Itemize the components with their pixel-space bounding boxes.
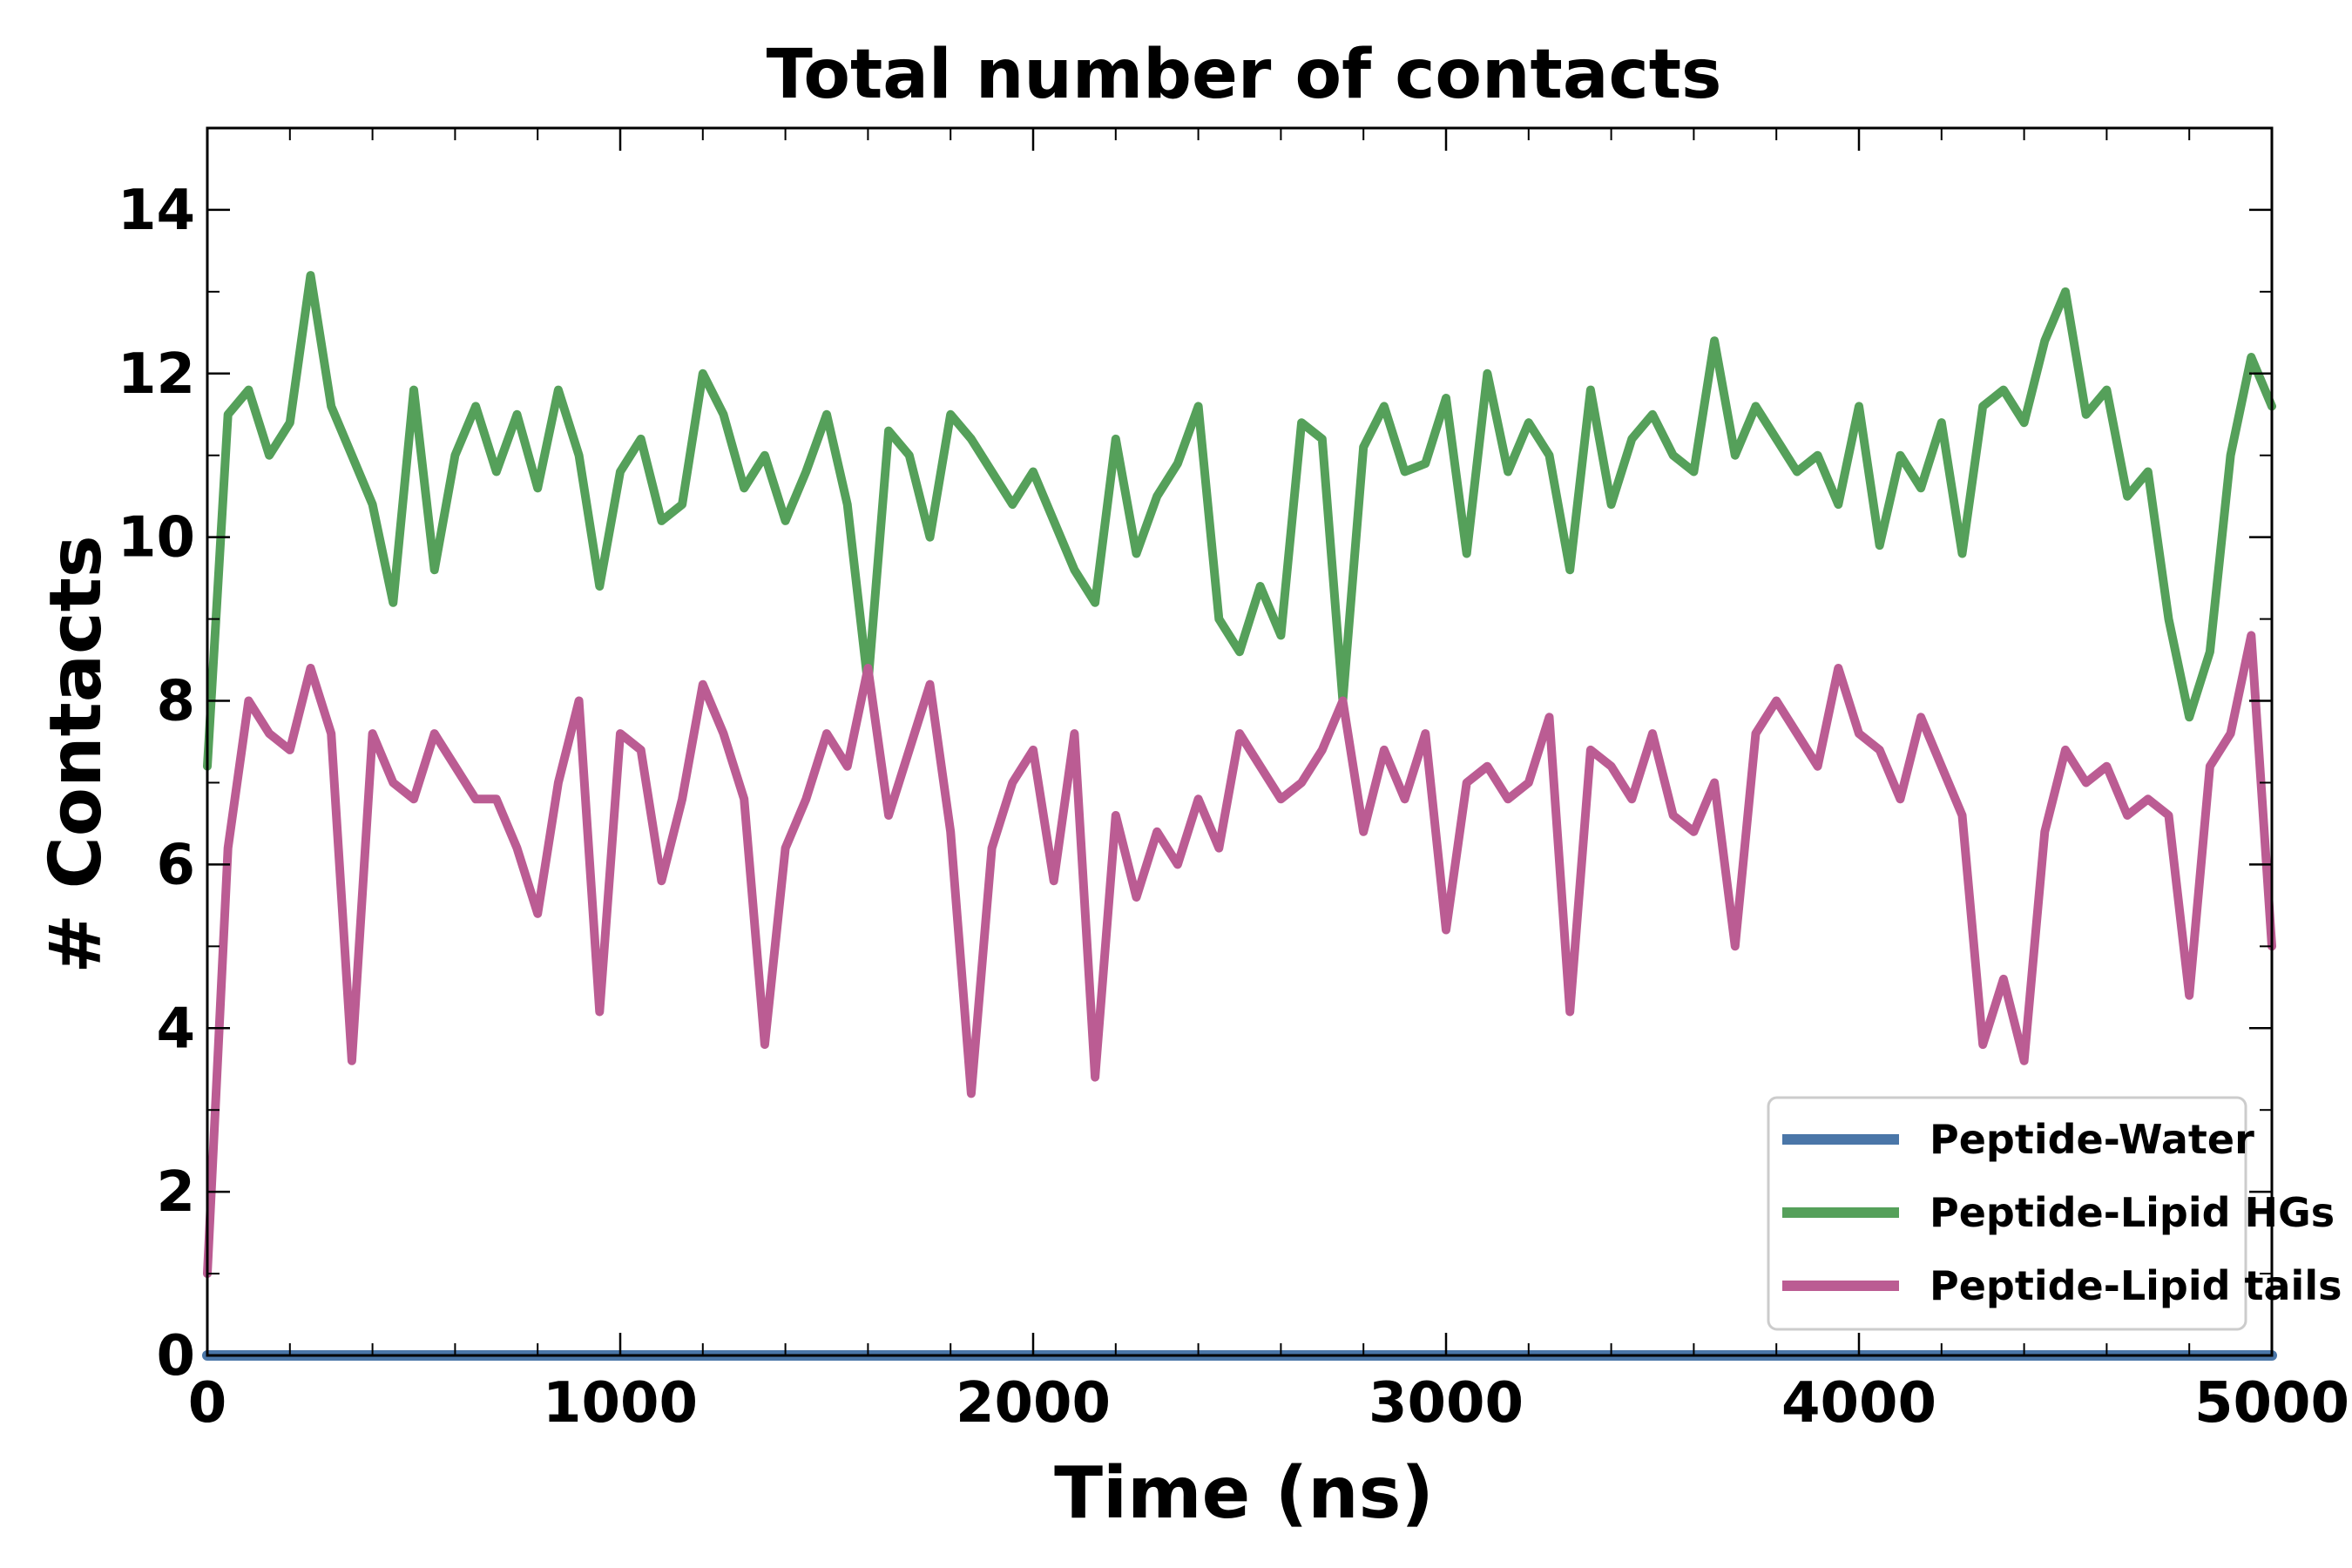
y-tick-label: 2 xyxy=(156,1160,195,1225)
x-tick-label: 1000 xyxy=(543,1371,698,1436)
y-tick-label: 4 xyxy=(156,997,195,1061)
series-line-peptide-lipid-hgs xyxy=(203,271,2276,771)
legend-label: Peptide-Lipid HGs xyxy=(1930,1189,2335,1236)
ticks: 0 1000 2000 3000 4000 5000 0 2 4 6 8 10 12 14 xyxy=(118,128,2349,1436)
x-tick-label: 5000 xyxy=(2194,1371,2349,1436)
y-tick-label: 12 xyxy=(118,342,195,407)
x-tick-label: 0 xyxy=(188,1371,227,1436)
y-axis-label: # Contacts xyxy=(35,535,118,973)
plot-frame xyxy=(206,126,2274,1357)
chart-title: Total number of contacts xyxy=(767,36,1722,114)
y-tick-label: 6 xyxy=(156,833,195,897)
x-tick-label: 3000 xyxy=(1369,1371,1524,1436)
series-line-peptide-lipid-tails xyxy=(203,631,2276,1279)
y-tick-label: 0 xyxy=(156,1324,195,1389)
x-tick-label: 2000 xyxy=(956,1371,1111,1436)
legend-label: Peptide-Lipid tails xyxy=(1930,1262,2342,1309)
x-tick-label: 4000 xyxy=(1781,1371,1936,1436)
legend-label: Peptide-Water xyxy=(1930,1116,2254,1163)
y-tick-label: 8 xyxy=(156,670,195,734)
y-tick-label: 10 xyxy=(118,506,195,571)
y-tick-label: 14 xyxy=(118,179,195,243)
legend-box xyxy=(1767,1096,2247,1331)
legend: Peptide-Water Peptide-Lipid HGs Peptide-Li… xyxy=(1767,1096,2342,1331)
x-axis-label: Time (ns) xyxy=(1054,1452,1434,1535)
